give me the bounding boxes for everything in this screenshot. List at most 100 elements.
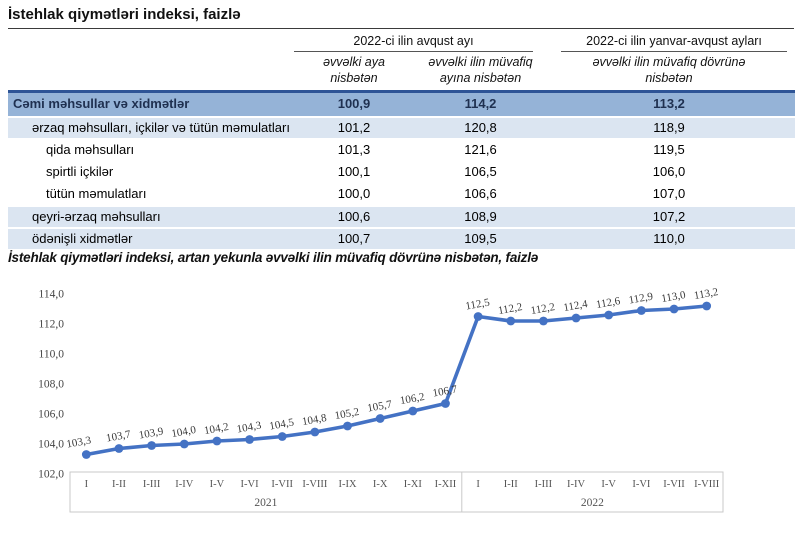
data-point-label: 103,3: [66, 434, 93, 450]
row-value: 120,8: [418, 116, 544, 140]
row-value: 121,6: [418, 138, 544, 163]
data-point-marker: [81, 450, 91, 459]
row-label: qeyri-ərzaq məhsulları: [8, 205, 290, 229]
row-value: 119,5: [543, 138, 796, 163]
data-point-label: 112,9: [628, 290, 655, 306]
data-point-label: 113,2: [693, 288, 719, 302]
table-row: spirtli içkilər 100,1 106,5 106,0: [8, 161, 796, 185]
row-label: tütün məmulatları: [8, 183, 290, 207]
x-axis-tick-label: I-VI: [632, 479, 651, 490]
data-point-marker: [669, 304, 679, 314]
row-value: 106,5: [418, 161, 544, 185]
row-value: 101,2: [290, 116, 418, 140]
column-group-jan-aug-label: 2022-ci ilin yanvar-avqust ayları: [561, 32, 788, 52]
data-point-marker: [114, 444, 124, 453]
y-axis-tick-label: 114,0: [39, 289, 65, 301]
table-sub-header-row: əvvəlki aya nisbətən əvvəlki ilin müvafi…: [8, 52, 795, 92]
x-axis-tick-label: I-II: [112, 479, 126, 490]
x-axis-tick-label: I-VII: [271, 479, 293, 490]
data-point-marker: [147, 441, 157, 450]
row-value: 101,3: [290, 138, 418, 163]
data-point-marker: [245, 435, 254, 444]
x-axis-tick-label: I-VIII: [694, 479, 720, 490]
row-value: 114,2: [418, 90, 544, 118]
x-axis-tick-label: I-XI: [404, 479, 423, 490]
x-axis-year-label: 2022: [581, 497, 604, 509]
x-axis-tick-label: I: [476, 479, 480, 490]
x-axis-tick-label: I: [85, 479, 89, 490]
data-point-marker: [408, 406, 418, 416]
row-value: 110,0: [543, 227, 796, 252]
x-axis-tick-label: I-V: [601, 479, 616, 490]
data-point-label: 103,9: [138, 425, 165, 441]
subheader-prev-year-month: əvvəlki ilin müvafiq ayına nisbətən: [428, 55, 533, 85]
corner-cell: [8, 52, 290, 92]
data-point-marker: [571, 313, 581, 323]
data-point-label: 104,5: [268, 416, 295, 432]
data-point-marker: [179, 439, 189, 449]
data-point-label: 113,0: [660, 289, 687, 305]
row-value: 100,7: [290, 227, 418, 252]
row-value: 113,2: [543, 90, 796, 118]
data-point-label: 104,0: [171, 424, 198, 440]
data-point-label: 103,7: [105, 428, 132, 444]
corner-cell: [8, 32, 290, 52]
row-label: ərzaq məhsulları, içkilər və tütün məmul…: [8, 116, 290, 140]
x-axis-tick-label: I-IV: [175, 479, 193, 490]
y-axis-tick-label: 102,0: [38, 469, 64, 481]
data-point-label: 105,2: [334, 406, 360, 422]
data-point-label: 112,2: [497, 301, 523, 317]
data-point-marker: [702, 301, 712, 311]
data-point-marker: [212, 436, 222, 446]
data-point-marker: [636, 306, 646, 315]
row-label: qida məhsulları: [8, 138, 290, 163]
data-point-label: 112,6: [595, 295, 622, 311]
cpi-series-line: [84, 304, 709, 457]
data-point-marker: [473, 312, 483, 321]
data-point-label: 104,8: [301, 412, 328, 428]
row-value: 109,5: [418, 227, 544, 252]
table-row: tütün məmulatları 100,0 106,6 107,0: [8, 183, 796, 207]
data-point-marker: [375, 414, 385, 423]
x-axis-tick-label: I-V: [210, 479, 225, 490]
data-point-marker: [343, 421, 352, 431]
data-point-label: 112,2: [530, 301, 556, 317]
x-axis-tick-label: I-II: [504, 479, 518, 490]
table-group-header-row: 2022-ci ilin avqust ayı 2022-ci ilin yan…: [8, 32, 795, 52]
cpi-line-chart: 114,0 112,0 110,0 108,0 106,0 104,0 102,0 2021 2…: [38, 288, 724, 513]
data-point-marker: [539, 316, 548, 326]
row-label: ödənişli xidmətlər: [8, 227, 290, 252]
table-row: qeyri-ərzaq məhsulları 100,6 108,9 107,2: [8, 205, 796, 229]
row-value: 100,9: [290, 90, 418, 118]
column-group-august-label: 2022-ci ilin avqust ayı: [294, 32, 534, 52]
data-point-label: 106,2: [399, 391, 425, 407]
table-title: İstehlak qiymətləri indeksi, faizlə: [8, 6, 794, 29]
y-axis-tick-label: 104,0: [38, 439, 64, 451]
table-row: ərzaq məhsulları, içkilər və tütün məmul…: [8, 116, 796, 140]
x-axis-tick-label: I-IV: [567, 479, 585, 490]
data-point-marker: [506, 316, 516, 326]
chart-title: İstehlak qiymətləri indeksi, artan yekun…: [8, 250, 539, 265]
data-point-marker: [310, 427, 320, 437]
row-label: spirtli içkilər: [8, 161, 290, 185]
data-point-label: 105,7: [366, 398, 393, 414]
table-row: qida məhsulları 101,3 121,6 119,5: [8, 138, 796, 163]
row-label: Cəmi məhsullar və xidmətlər: [8, 90, 290, 118]
row-value: 118,9: [543, 116, 796, 140]
x-axis-tick-label: I-XII: [435, 479, 457, 490]
row-value: 106,6: [418, 183, 544, 207]
column-group-jan-aug: 2022-ci ilin yanvar-avqust ayları: [543, 32, 795, 52]
data-point-label: 112,5: [465, 296, 492, 312]
subheader-prev-month: əvvəlki aya nisbətən: [323, 55, 385, 85]
column-group-august: 2022-ci ilin avqust ayı: [290, 32, 543, 52]
table-row: ödənişli xidmətlər 100,7 109,5 110,0: [8, 227, 796, 252]
row-value: 107,2: [543, 205, 796, 229]
data-point-label: 104,2: [203, 421, 229, 437]
row-value: 100,0: [290, 183, 418, 207]
y-axis-tick-label: 106,0: [38, 409, 64, 421]
x-axis-tick-label: I-III: [143, 479, 161, 490]
row-value: 107,0: [543, 183, 796, 207]
data-point-label: 104,3: [236, 419, 263, 435]
y-axis-tick-label: 112,0: [39, 319, 65, 331]
x-axis-tick-label: I-X: [373, 479, 388, 490]
